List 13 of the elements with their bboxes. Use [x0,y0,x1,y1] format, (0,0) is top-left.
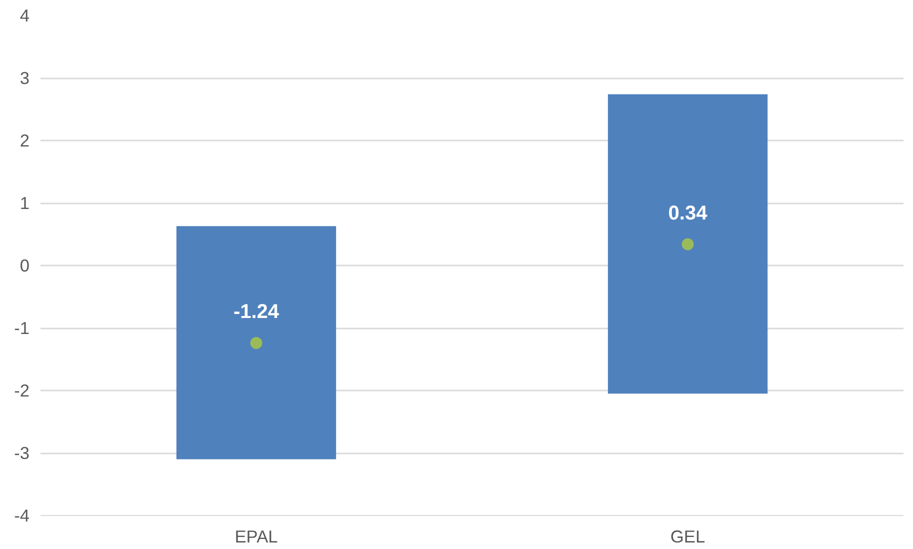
data-label: 0.34 [668,202,708,224]
x-tick-label: EPAL [234,526,278,546]
y-tick-label: -1 [14,318,30,338]
y-tick-label: -2 [14,380,30,400]
y-tick-label: -3 [14,443,30,463]
y-tick-label: 1 [20,193,30,213]
y-tick-label: 3 [20,68,30,88]
y-tick-label: 2 [20,130,30,150]
data-label: -1.24 [233,301,280,323]
y-tick-label: -4 [14,506,30,526]
y-tick-label: 0 [20,256,30,276]
y-tick-label: 4 [20,6,30,26]
x-tick-label: GEL [670,526,706,546]
